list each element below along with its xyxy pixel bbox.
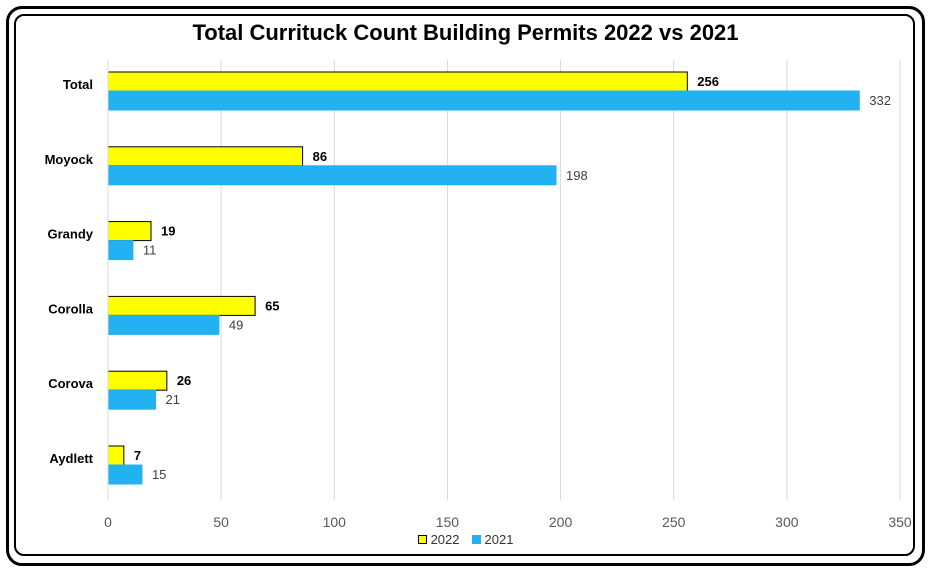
bar-2021-corolla [107,314,220,335]
x-tick-label-0: 0 [104,514,112,530]
category-label-aydlett: Aydlett [49,451,93,466]
bar-2022-corova [107,370,168,391]
value-label-2021-grandy: 11 [143,243,157,258]
category-label-corolla: Corolla [48,301,94,316]
legend-swatch-2022 [417,535,427,544]
bar-2022-moyock [107,146,304,167]
outer-frame [6,6,925,566]
category-label-moyock: Moyock [45,152,94,167]
value-label-2021-corova: 21 [166,392,180,407]
x-tick-label-100: 100 [323,514,347,530]
legend-swatch-2021 [471,535,481,544]
bar-2021-total [107,90,860,111]
bar-2022-total [107,71,688,92]
legend: 2022 2021 [0,532,931,547]
value-label-2021-total: 332 [869,93,891,108]
inner-frame [14,14,915,556]
x-tick-label-300: 300 [775,514,799,530]
value-label-2022-corolla: 65 [265,298,279,313]
legend-item-2021: 2021 [471,532,514,547]
x-tick-label-350: 350 [888,514,912,530]
category-label-total: Total [63,77,93,92]
bar-2021-aydlett [107,464,143,485]
x-tick-label-200: 200 [549,514,573,530]
bar-2021-corova [107,389,157,410]
value-label-2022-corova: 26 [177,373,191,388]
value-label-2021-moyock: 198 [566,168,588,183]
x-tick-label-250: 250 [662,514,686,530]
bar-2022-aydlett [107,445,125,466]
legend-label-2021: 2021 [484,532,514,547]
category-label-grandy: Grandy [47,227,93,242]
value-label-2022-grandy: 19 [161,224,175,239]
legend-item-2022: 2022 [417,532,460,547]
bar-2021-grandy [107,240,134,261]
x-tick-label-50: 50 [213,514,229,530]
bar-2021-moyock [107,165,557,186]
bar-2022-corolla [107,295,256,316]
value-label-2021-aydlett: 15 [152,467,166,482]
bar-2022-grandy [107,221,152,242]
x-tick-label-150: 150 [436,514,460,530]
value-label-2022-moyock: 86 [313,149,327,164]
legend-label-2022: 2022 [430,532,460,547]
value-label-2021-corolla: 49 [229,317,243,332]
value-label-2022-aydlett: 7 [134,448,141,463]
value-label-2022-total: 256 [697,74,719,89]
category-label-corova: Corova [48,376,94,391]
chart-title: Total Currituck Count Building Permits 2… [192,20,739,45]
